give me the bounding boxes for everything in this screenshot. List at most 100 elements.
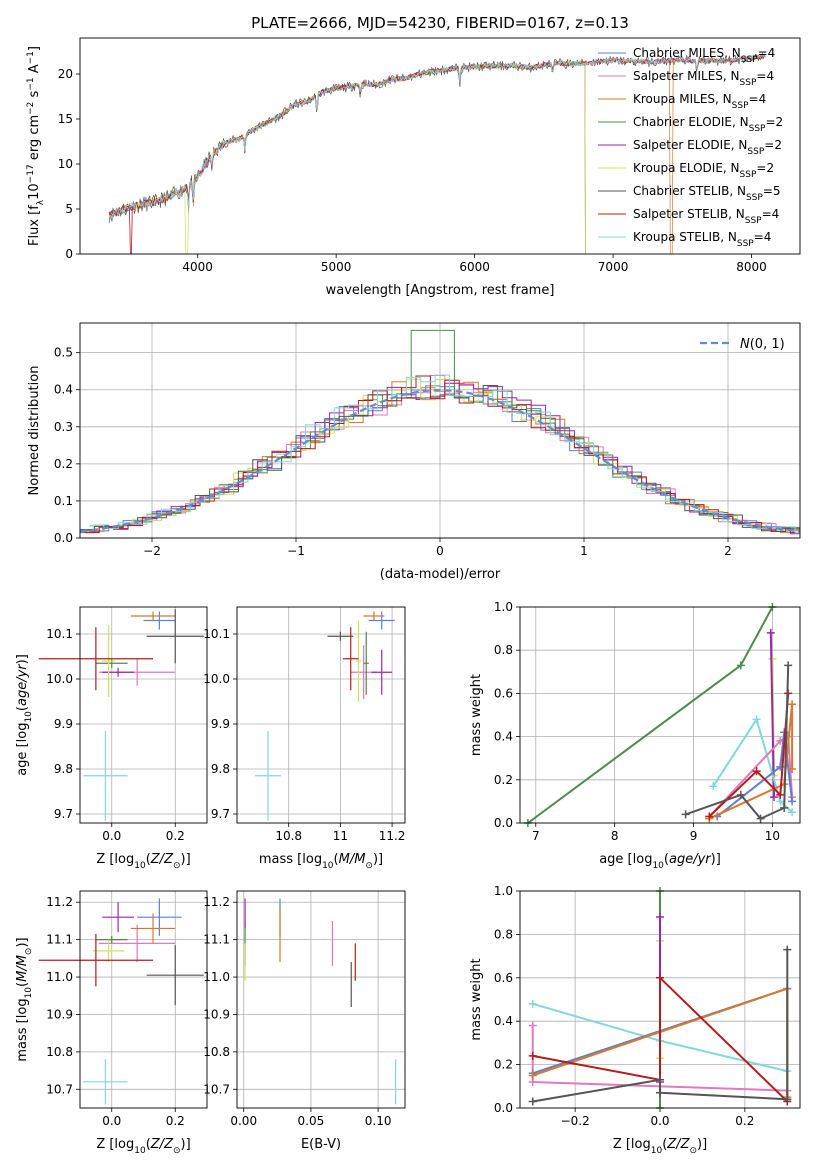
marker-chabrier_stelib <box>756 814 765 823</box>
marker-chabrier_stelib <box>784 661 793 670</box>
marker-kroupa_stelib <box>528 999 537 1008</box>
legend-label: Kroupa STELIB, NSSP=4 <box>633 230 771 249</box>
y-axis-label: mass weight <box>469 958 484 1040</box>
y-tick-label: 9.8 <box>211 762 230 776</box>
marker-chabrier_stelib <box>528 1097 537 1106</box>
y-tick-label: 0.0 <box>494 1101 513 1115</box>
x-tick-label: 8000 <box>736 260 767 274</box>
spectrum-kroupa_elodie <box>108 60 586 254</box>
x-tick-label: 11 <box>333 829 348 843</box>
mass_vs_z-frame <box>79 890 208 1109</box>
marker-kroupa_miles <box>788 765 797 773</box>
histogram-salpeter_elodie <box>84 382 800 535</box>
mass_vs_ebv-points <box>244 898 397 1105</box>
y-tick-label: 9.7 <box>211 807 230 821</box>
line-salpeter_elodie <box>769 632 775 798</box>
y-tick-label: 11.1 <box>46 933 73 947</box>
y-tick-label: 0.5 <box>54 346 73 360</box>
marker-salpeter_stelib <box>656 973 664 982</box>
age_vs_z-frame <box>79 606 208 824</box>
x-tick-label: 0.0 <box>102 829 121 843</box>
x-axis-label: Z [log10(Z/Z⊙)] <box>613 1137 707 1156</box>
y-tick-label: 0.2 <box>54 457 73 471</box>
marker-chabrier_stelib <box>681 810 690 819</box>
legend-label: Salpeter STELIB, NSSP=4 <box>633 207 779 226</box>
mass_vs_ebv-frame <box>236 890 406 1109</box>
y-tick-label: 0.0 <box>54 531 73 545</box>
histogram-kroupa_miles <box>89 381 800 534</box>
x-tick-label: 0 <box>436 544 444 558</box>
y-tick-label: 10.0 <box>203 672 230 686</box>
x-tick-label: 11.2 <box>379 829 406 843</box>
x-axis-label: mass [log10(M/M⊙)] <box>259 852 383 871</box>
y-tick-label: 10.0 <box>46 672 73 686</box>
marker-salpeter_elodie <box>766 628 775 637</box>
marker-chabrier_stelib <box>656 1075 664 1084</box>
x-axis-label: Z [log10(Z/Z⊙)] <box>96 852 190 871</box>
figure-title: PLATE=2666, MJD=54230, FIBERID=0167, z=0… <box>251 14 629 32</box>
mass_vs_z-axes: 0.0 0.2 10.7 10.8 10.9 11.0 11.1 11.2 Z [log10(Z… <box>15 891 207 1156</box>
y-tick-label: 9.9 <box>54 717 73 731</box>
y-tick-label: 20 <box>58 67 73 81</box>
residual-legend: N(0, 1) <box>700 337 785 352</box>
marker-chabrier_miles <box>788 797 797 806</box>
x-tick-label: 0.0 <box>102 1114 121 1128</box>
y-tick-label: 10.7 <box>203 1082 230 1096</box>
x-tick-label: 4000 <box>182 260 213 274</box>
y-axis-label: Flux [fλ10−17 erg cm−2 s−1 A−1] <box>26 46 46 246</box>
y-tick-label: 0.6 <box>494 686 513 700</box>
legend-label: Salpeter ELODIE, NSSP=2 <box>633 138 782 157</box>
x-tick-label: 7 <box>532 829 540 843</box>
age_vs_mass-axes: 10.8 11 11.2 9.7 9.8 9.9 10.0 10.1 mass [log10(M… <box>203 607 405 871</box>
x-tick-label: 10 <box>765 829 780 843</box>
legend-label: Kroupa MILES, NSSP=4 <box>633 92 766 111</box>
line-salpeter_stelib <box>708 693 790 818</box>
x-tick-label: −1 <box>287 544 305 558</box>
y-tick-label: 0.0 <box>494 816 513 830</box>
y-tick-label: 10.9 <box>203 1007 230 1021</box>
y-tick-label: 1.0 <box>494 600 513 614</box>
y-tick-label: 0.4 <box>54 383 73 397</box>
legend-label: Chabrier ELODIE, NSSP=2 <box>633 115 783 134</box>
y-tick-label: 11.0 <box>46 970 73 984</box>
line-salpeter_stelib <box>532 976 788 1103</box>
normal-curve <box>79 388 801 533</box>
legend-label: Chabrier MILES, NSSP=4 <box>633 46 775 65</box>
x-tick-label: 0.0 <box>650 1114 669 1128</box>
x-tick-label: 0.00 <box>230 1114 257 1128</box>
y-tick-label: 0.8 <box>494 927 513 941</box>
x-tick-label: 2 <box>724 544 732 558</box>
x-tick-label: 7000 <box>598 260 629 274</box>
marker-salpeter_stelib <box>752 767 761 776</box>
marker-kroupa_stelib <box>752 715 761 724</box>
x-tick-label: 0.2 <box>166 829 185 843</box>
mass_weight_vs_age-axes: 7 8 9 10 0.0 0.2 0.4 0.6 0.8 1.0 age [log10(age/yr… <box>469 600 800 871</box>
y-tick-label: 0.2 <box>494 773 513 787</box>
x-tick-label: 0.2 <box>735 1114 754 1128</box>
spectrum-legend: Chabrier MILES, NSSP=4 Salpeter MILES, NS… <box>598 46 783 249</box>
spectrum-axes: 4000 5000 6000 7000 8000 0 5 10 15 20 wavelength [… <box>26 46 767 298</box>
x-tick-label: 0.10 <box>365 1114 392 1128</box>
y-tick-label: 10.9 <box>46 1007 73 1021</box>
marker-salpeter_stelib <box>705 812 714 821</box>
histogram-kroupa_elodie <box>89 378 800 532</box>
x-tick-label: 8 <box>611 829 619 843</box>
mass_weight_vs_z-frame <box>519 890 801 1109</box>
marker-kroupa_miles <box>528 1071 537 1080</box>
y-tick-label: 9.8 <box>54 762 73 776</box>
spectrum-salpeter_miles <box>108 53 766 254</box>
mass_vs_z-points <box>38 898 204 1105</box>
mass_weight_vs_age-series <box>523 603 797 827</box>
x-tick-label: 1 <box>580 544 588 558</box>
age_vs_z-points <box>38 609 204 821</box>
y-axis-label: Normed distribution <box>27 366 42 496</box>
y-tick-label: 0.1 <box>54 494 73 508</box>
spectrum-chabrier_elodie <box>109 60 586 254</box>
y-tick-label: 11.1 <box>203 933 230 947</box>
line-kroupa_stelib <box>712 718 793 813</box>
legend-label: Kroupa ELODIE, NSSP=2 <box>633 161 774 180</box>
y-tick-label: 9.9 <box>211 717 230 731</box>
x-axis-label: Z [log10(Z/Z⊙)] <box>96 1137 190 1156</box>
y-tick-label: 0 <box>65 247 73 261</box>
spectrum-salpeter_elodie <box>109 60 586 254</box>
